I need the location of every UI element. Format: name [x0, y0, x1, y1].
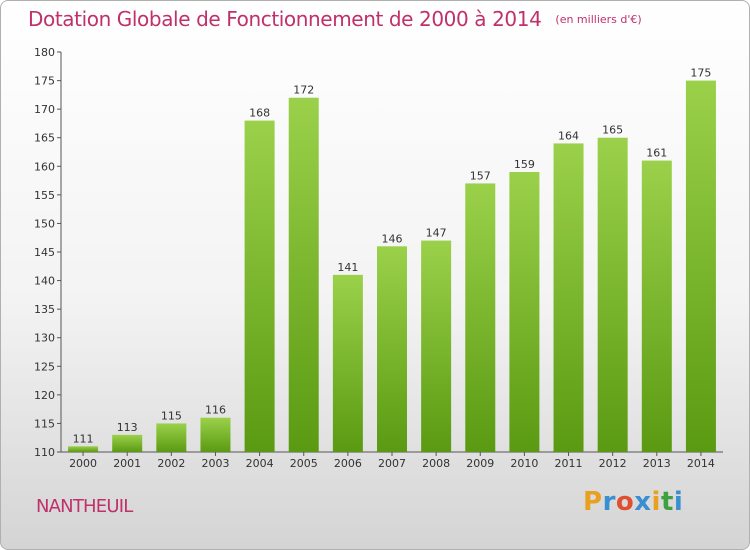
bar	[332, 274, 363, 452]
x-tick-label: 2013	[643, 457, 671, 470]
y-tick-label: 170	[34, 103, 55, 116]
bar-value-label: 116	[205, 404, 226, 417]
y-tick-label: 135	[34, 303, 55, 316]
bar	[156, 423, 187, 452]
bar	[244, 120, 275, 453]
bar	[112, 434, 143, 452]
y-tick-label: 160	[34, 160, 55, 173]
x-tick-label: 2000	[69, 457, 97, 470]
x-tick-label: 2009	[466, 457, 494, 470]
y-tick-label: 120	[34, 389, 55, 402]
bar-value-label: 115	[161, 409, 182, 422]
bar	[68, 446, 99, 452]
bar	[200, 417, 231, 452]
y-tick-label: 145	[34, 246, 55, 259]
bar	[597, 137, 628, 452]
bar	[641, 160, 672, 453]
x-tick-label: 2005	[290, 457, 318, 470]
bar-value-label: 157	[470, 169, 491, 182]
x-tick-label: 2001	[113, 457, 141, 470]
bar-value-label: 161	[646, 147, 667, 160]
logo-letter: t	[660, 487, 674, 517]
bar-value-label: 113	[117, 421, 138, 434]
x-tick-label: 2004	[246, 457, 274, 470]
bar-value-label: 111	[73, 432, 94, 445]
bar	[377, 246, 407, 452]
logo-letter: o	[615, 487, 635, 517]
bar	[685, 80, 716, 453]
x-tick-label: 2011	[555, 457, 583, 470]
bar-value-label: 147	[426, 227, 447, 240]
bar	[465, 183, 496, 452]
y-tick-label: 180	[34, 46, 55, 59]
logo-letter: i	[673, 487, 684, 517]
commune-name: NANTHEUIL	[36, 496, 133, 517]
y-tick-label: 150	[34, 217, 55, 230]
x-tick-label: 2008	[422, 457, 450, 470]
proxiti-logo: Proxiti	[583, 487, 683, 517]
chart-title: Dotation Globale de Fonctionnement de 20…	[28, 7, 642, 31]
logo-letter: i	[651, 487, 661, 517]
x-tick-label: 2014	[687, 457, 715, 470]
y-tick-label: 140	[34, 275, 55, 288]
y-tick-label: 155	[34, 189, 55, 202]
bar-value-label: 141	[337, 261, 358, 274]
y-tick-label: 175	[34, 75, 55, 88]
bar-value-label: 164	[558, 129, 579, 142]
bar-value-label: 168	[249, 107, 270, 120]
bar-value-label: 172	[293, 84, 314, 97]
logo-letter: x	[634, 487, 652, 517]
bar-value-label: 175	[690, 67, 711, 80]
x-tick-label: 2012	[599, 457, 627, 470]
chart-unit: (en milliers d'€)	[555, 13, 642, 26]
y-tick-label: 125	[34, 360, 55, 373]
bar	[553, 143, 584, 452]
bar	[288, 97, 319, 452]
x-tick-label: 2006	[334, 457, 362, 470]
y-tick-label: 130	[34, 332, 55, 345]
logo-letter: P	[583, 487, 603, 517]
bar	[509, 172, 540, 452]
x-tick-label: 2002	[157, 457, 185, 470]
y-tick-label: 110	[34, 446, 55, 459]
bar-value-label: 146	[382, 232, 403, 245]
bar-value-label: 165	[602, 124, 623, 137]
bar-value-label: 159	[514, 158, 535, 171]
logo-letter: r	[602, 487, 616, 517]
chart-title-text: Dotation Globale de Fonctionnement de 20…	[28, 7, 542, 31]
bar	[421, 240, 452, 452]
y-tick-label: 165	[34, 132, 55, 145]
x-tick-label: 2003	[201, 457, 229, 470]
x-tick-label: 2007	[378, 457, 406, 470]
x-tick-label: 2010	[510, 457, 538, 470]
y-tick-label: 115	[34, 417, 55, 430]
